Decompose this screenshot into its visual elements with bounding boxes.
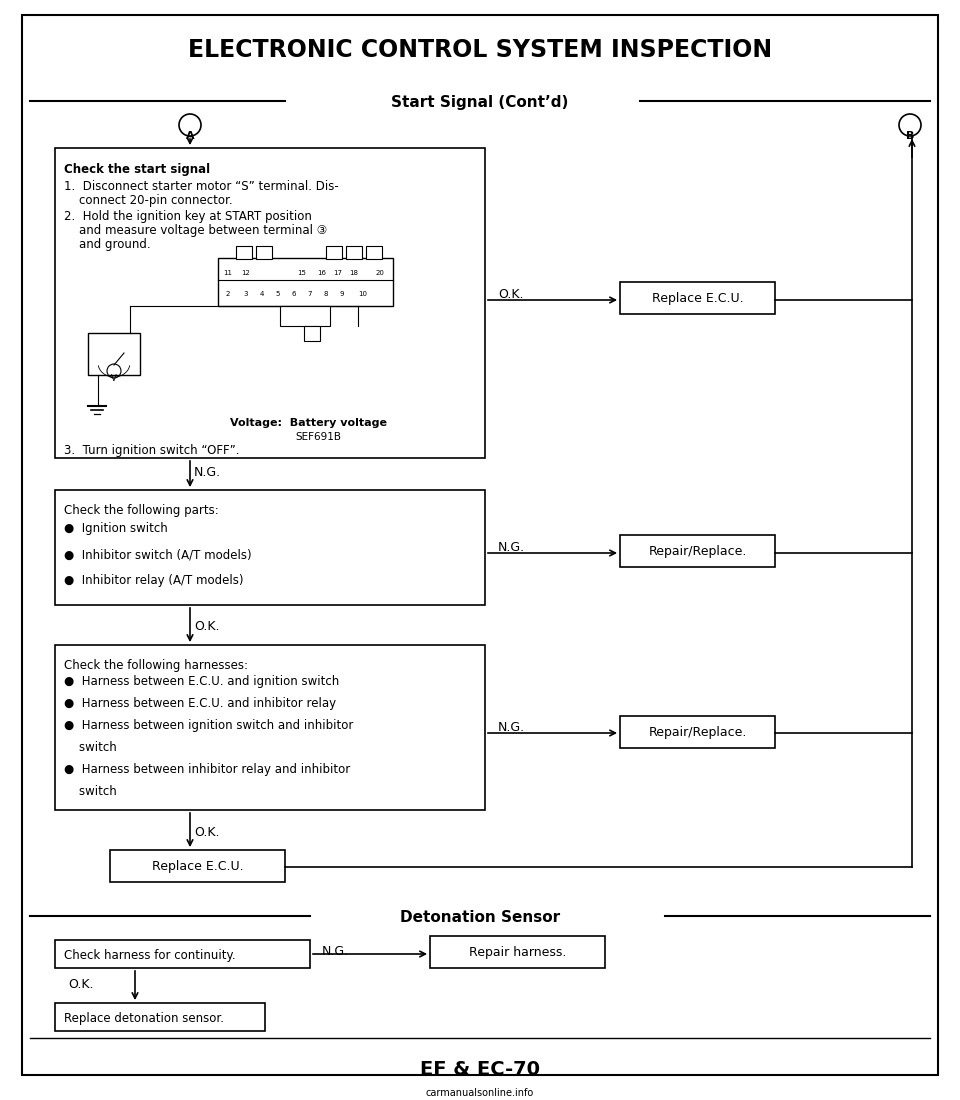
Bar bbox=[430, 936, 605, 968]
Text: O.K.: O.K. bbox=[68, 978, 93, 991]
Text: 3: 3 bbox=[244, 292, 249, 297]
Text: O.K.: O.K. bbox=[498, 288, 523, 301]
Text: ●  Harness between inhibitor relay and inhibitor: ● Harness between inhibitor relay and in… bbox=[64, 763, 350, 776]
Bar bbox=[346, 246, 362, 258]
Bar bbox=[620, 282, 775, 314]
Bar bbox=[55, 1003, 265, 1031]
Text: ●  Inhibitor relay (A/T models): ● Inhibitor relay (A/T models) bbox=[64, 574, 244, 587]
Bar bbox=[218, 258, 393, 306]
Text: ●  Harness between E.C.U. and inhibitor relay: ● Harness between E.C.U. and inhibitor r… bbox=[64, 697, 336, 710]
Text: 11: 11 bbox=[224, 270, 232, 276]
Text: Replace detonation sensor.: Replace detonation sensor. bbox=[64, 1012, 224, 1025]
Bar bbox=[620, 535, 775, 566]
Text: Check harness for continuity.: Check harness for continuity. bbox=[64, 949, 235, 962]
Text: Repair/Replace.: Repair/Replace. bbox=[648, 544, 747, 558]
Text: SEF691B: SEF691B bbox=[295, 432, 341, 442]
Text: Check the following harnesses:: Check the following harnesses: bbox=[64, 659, 248, 672]
Text: 1.  Disconnect starter motor “S” terminal. Dis-: 1. Disconnect starter motor “S” terminal… bbox=[64, 180, 339, 192]
Bar bbox=[304, 326, 320, 341]
Text: Detonation Sensor: Detonation Sensor bbox=[400, 910, 560, 925]
Text: O.K.: O.K. bbox=[194, 620, 220, 632]
Bar bbox=[55, 148, 485, 458]
Text: Replace E.C.U.: Replace E.C.U. bbox=[152, 860, 243, 873]
Text: 17: 17 bbox=[333, 270, 343, 276]
Text: N.G.: N.G. bbox=[322, 945, 349, 958]
Text: and ground.: and ground. bbox=[64, 238, 151, 251]
Text: 7: 7 bbox=[308, 292, 312, 297]
Bar bbox=[110, 850, 285, 882]
Text: Start Signal (Cont’d): Start Signal (Cont’d) bbox=[392, 95, 568, 110]
Bar bbox=[256, 246, 272, 258]
Bar bbox=[280, 306, 330, 326]
Text: Repair harness.: Repair harness. bbox=[468, 946, 566, 959]
Bar bbox=[55, 940, 310, 968]
Text: switch: switch bbox=[64, 785, 117, 798]
Text: 5: 5 bbox=[276, 292, 280, 297]
Text: 15: 15 bbox=[298, 270, 306, 276]
Text: 18: 18 bbox=[349, 270, 358, 276]
Text: switch: switch bbox=[64, 741, 117, 754]
Text: Replace E.C.U.: Replace E.C.U. bbox=[652, 292, 743, 305]
Text: V: V bbox=[111, 374, 117, 383]
Text: N.G.: N.G. bbox=[498, 541, 525, 554]
Text: EF & EC-70: EF & EC-70 bbox=[420, 1060, 540, 1079]
Text: 3.  Turn ignition switch “OFF”.: 3. Turn ignition switch “OFF”. bbox=[64, 444, 239, 456]
Bar bbox=[55, 490, 485, 605]
Bar bbox=[88, 333, 140, 375]
Text: Voltage:  Battery voltage: Voltage: Battery voltage bbox=[230, 418, 387, 428]
Text: 2: 2 bbox=[226, 292, 230, 297]
Text: 20: 20 bbox=[375, 270, 384, 276]
Text: connect 20-pin connector.: connect 20-pin connector. bbox=[64, 194, 232, 207]
Text: Check the following parts:: Check the following parts: bbox=[64, 504, 219, 517]
Text: 2.  Hold the ignition key at START position: 2. Hold the ignition key at START positi… bbox=[64, 210, 312, 223]
Bar bbox=[55, 645, 485, 810]
Text: 16: 16 bbox=[318, 270, 326, 276]
Text: ●  Harness between ignition switch and inhibitor: ● Harness between ignition switch and in… bbox=[64, 719, 353, 732]
Bar bbox=[326, 246, 342, 258]
Text: 9: 9 bbox=[340, 292, 345, 297]
Text: 12: 12 bbox=[242, 270, 251, 276]
Text: Check the start signal: Check the start signal bbox=[64, 163, 210, 176]
Text: carmanualsonline.info: carmanualsonline.info bbox=[426, 1088, 534, 1098]
Text: ●  Inhibitor switch (A/T models): ● Inhibitor switch (A/T models) bbox=[64, 548, 252, 561]
Bar bbox=[236, 246, 252, 258]
Text: N.G.: N.G. bbox=[498, 720, 525, 734]
Text: ●  Ignition switch: ● Ignition switch bbox=[64, 522, 168, 535]
Text: N.G.: N.G. bbox=[194, 466, 221, 478]
Text: O.K.: O.K. bbox=[194, 826, 220, 839]
Text: ●  Harness between E.C.U. and ignition switch: ● Harness between E.C.U. and ignition sw… bbox=[64, 675, 339, 688]
Bar bbox=[620, 716, 775, 748]
Text: Repair/Replace.: Repair/Replace. bbox=[648, 726, 747, 739]
Text: B: B bbox=[906, 131, 914, 141]
Bar bbox=[366, 246, 382, 258]
Text: 4: 4 bbox=[260, 292, 264, 297]
Text: 6: 6 bbox=[292, 292, 297, 297]
Text: A: A bbox=[185, 131, 194, 141]
Text: 8: 8 bbox=[324, 292, 328, 297]
Text: and measure voltage between terminal ③: and measure voltage between terminal ③ bbox=[64, 224, 327, 236]
Text: ELECTRONIC CONTROL SYSTEM INSPECTION: ELECTRONIC CONTROL SYSTEM INSPECTION bbox=[188, 39, 772, 62]
Text: 10: 10 bbox=[358, 292, 368, 297]
